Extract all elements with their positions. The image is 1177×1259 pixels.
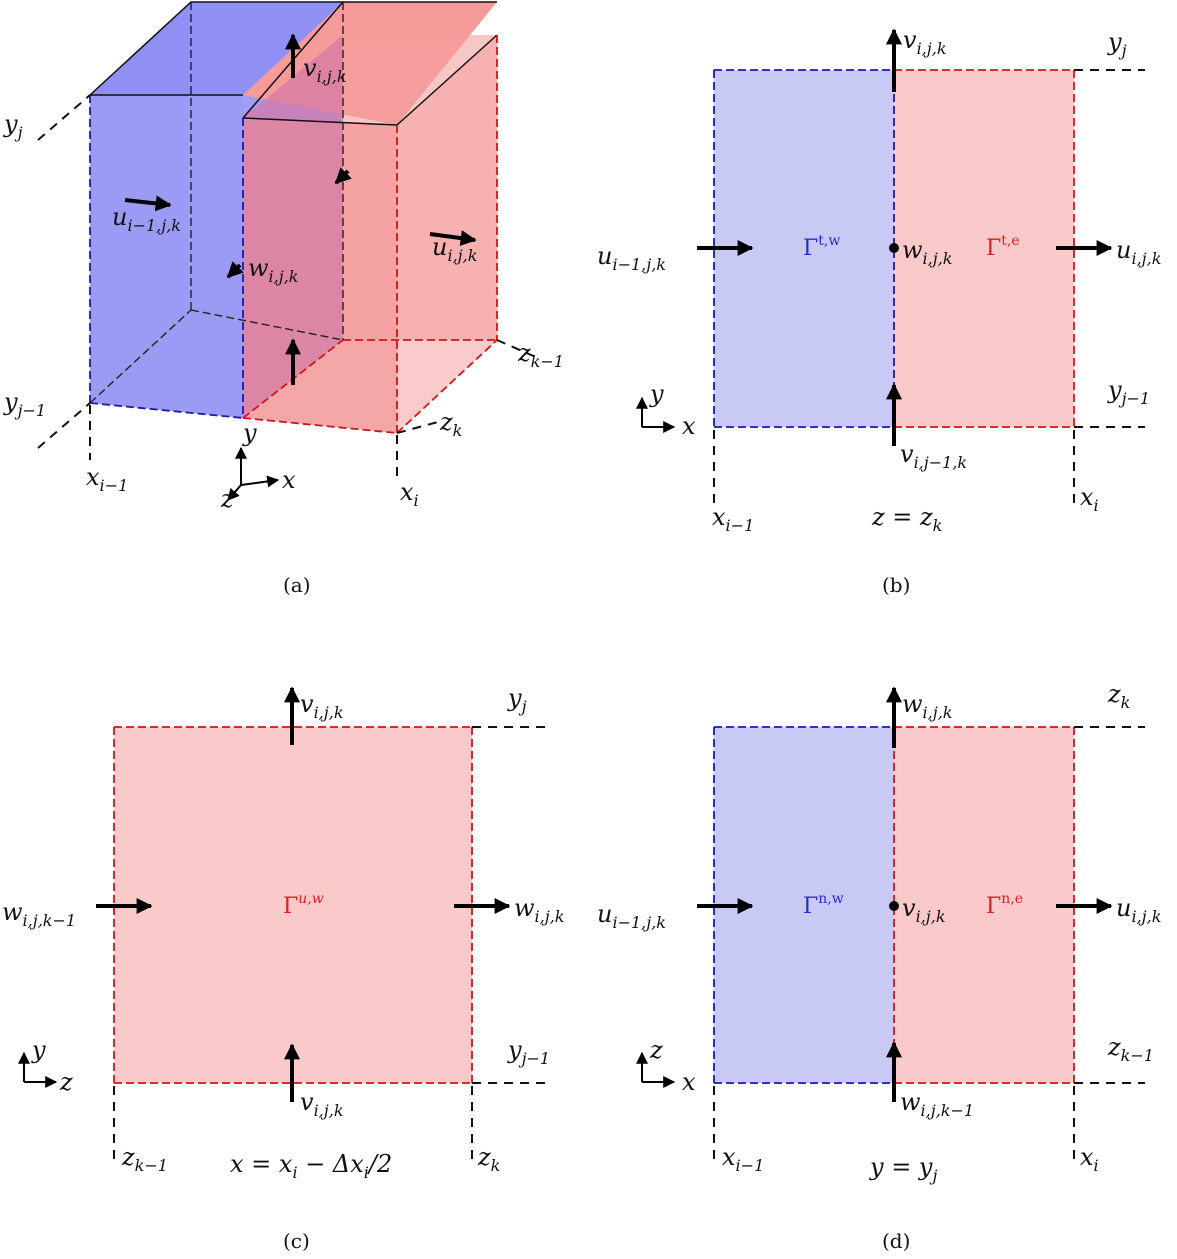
w-arrow-back	[334, 167, 352, 185]
c-label-v-bot: vi,j,k	[300, 1088, 344, 1120]
d-label-zk1: zk−1	[1107, 1033, 1154, 1065]
d-label-xi1: xi−1	[722, 1143, 764, 1175]
w-arrow-front	[226, 261, 244, 279]
b-label-yj1: yj−1	[1107, 376, 1150, 408]
a-axis-x: x	[282, 466, 296, 494]
b-label-v-bot: vi,j−1,k	[900, 440, 967, 472]
d-plane-label: y = yj	[869, 1153, 937, 1185]
a-label-u-left: ui−1,j,k	[112, 203, 181, 235]
a-label-u-right: ui,j,k	[432, 233, 477, 265]
a-axis-z: z	[220, 485, 234, 513]
d-label-zk: zk	[1107, 680, 1130, 712]
cube-red-back	[343, 35, 497, 340]
u-arrow-left	[124, 195, 172, 212]
b-label-w: wi,j,k	[902, 236, 953, 268]
c-axis-y: y	[31, 1036, 46, 1064]
d-v-point	[889, 901, 899, 911]
c-label-zk: zk	[477, 1143, 500, 1175]
caption-a: (a)	[283, 573, 311, 597]
b-label-v-top: vi,j,k	[903, 26, 947, 58]
b-gamma-east: Γt,e	[986, 233, 1020, 261]
b-label-u-right: ui,j,k	[1116, 236, 1161, 268]
a-label-v: vi,j,k	[303, 54, 347, 86]
panel-b-slice-z: yj yj−1 xi−1 xi vi,j,k vi,j−1,k ui−1,j,k…	[597, 26, 1161, 597]
cube-blue-front	[90, 95, 243, 418]
d-label-u-left: ui−1,j,k	[597, 900, 666, 932]
d-gamma-east: Γn,e	[986, 891, 1023, 919]
d-label-w-bot: wi,j,k−1	[900, 1088, 974, 1120]
cube-blue-top	[90, 2, 343, 95]
d-axis-x: x	[682, 1068, 696, 1096]
a-label-w: wi,j,k	[248, 254, 299, 286]
c-gamma: Γu,w	[283, 891, 324, 919]
b-w-point	[889, 243, 899, 253]
c-label-yj1: yj−1	[507, 1036, 550, 1068]
a-label-yj1: yj−1	[3, 388, 46, 420]
d-gamma-west: Γn,w	[803, 891, 844, 919]
cube-mid-plane	[243, 35, 343, 418]
a-label-xi: xi	[400, 478, 419, 510]
b-east-region	[894, 70, 1074, 427]
c-label-w-right: wi,j,k	[514, 894, 565, 926]
b-axis-y: y	[649, 380, 664, 408]
b-axis-x: x	[682, 412, 696, 440]
caption-d: (d)	[882, 1229, 910, 1253]
caption-c: (c)	[283, 1229, 310, 1253]
panel-a-cube: yj yj−1 xi−1 xi zk−1 zk vi,j,k ui−1,j,k …	[3, 1, 564, 597]
b-plane-label: z = zk	[871, 503, 942, 535]
c-label-yj: yj	[507, 684, 527, 716]
panel-d-slice-y: zk zk−1 xi−1 xi wi,j,k wi,j,k−1 ui−1,j,k…	[597, 680, 1161, 1253]
panel-c-slice-x: yj yj−1 zk−1 zk vi,j,k vi,j,k wi,j,k−1 w…	[2, 684, 565, 1253]
c-plane-label: x = xi − Δxi/2	[230, 1150, 392, 1182]
c-axis-z: z	[59, 1068, 73, 1096]
a-label-xi1: xi−1	[86, 463, 128, 495]
d-east-region	[894, 727, 1074, 1083]
d-axis-z: z	[649, 1036, 663, 1064]
b-label-xi: xi	[1080, 483, 1099, 515]
caption-b: (b)	[882, 573, 910, 597]
u-arrow-right	[429, 230, 477, 247]
a-label-zk: zk	[439, 408, 462, 440]
a-label-yj: yj	[3, 110, 23, 142]
d-label-u-right: ui,j,k	[1116, 894, 1161, 926]
b-label-yj: yj	[1107, 28, 1127, 60]
c-label-v-top: vi,j,k	[300, 690, 344, 722]
d-label-w-top: wi,j,k	[902, 690, 953, 722]
c-label-zk1: zk−1	[121, 1143, 168, 1175]
b-label-xi1: xi−1	[712, 503, 754, 535]
d-label-v: vi,j,k	[902, 894, 946, 926]
c-region	[114, 727, 472, 1083]
d-label-xi: xi	[1080, 1143, 1099, 1175]
a-label-zk1: zk−1	[517, 339, 564, 371]
a-axis-y: y	[242, 419, 257, 447]
b-gamma-west: Γt,w	[803, 233, 840, 261]
c-label-w-left: wi,j,k−1	[2, 898, 76, 930]
b-label-u-left: ui−1,j,k	[597, 242, 666, 274]
